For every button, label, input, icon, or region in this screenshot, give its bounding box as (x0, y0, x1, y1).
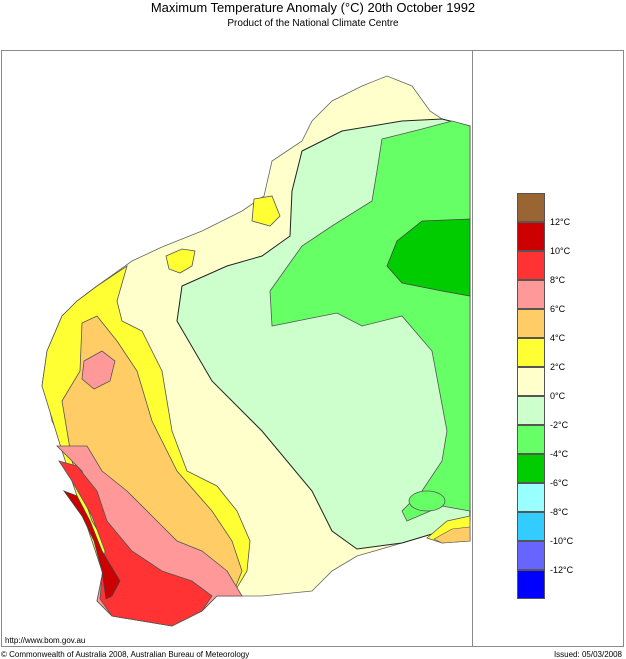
legend-swatch-m4-m2 (517, 425, 545, 454)
legend-swatch-above-12 (517, 193, 545, 222)
legend-label: -2°C (550, 420, 569, 430)
legend-swatch-m2-0 (517, 396, 545, 425)
chart-subtitle: Product of the National Climate Centre (227, 18, 399, 29)
legend-swatch-8-10 (517, 251, 545, 280)
legend-swatch-m8-m6 (517, 483, 545, 512)
legend-label: 4°C (550, 333, 566, 343)
legend-label: -4°C (550, 449, 569, 459)
legend-swatch-m10-m8 (517, 512, 545, 541)
legend-label: -6°C (550, 478, 569, 488)
legend-swatch-m6-m4 (517, 454, 545, 483)
legend-label: 2°C (550, 362, 566, 372)
legend-swatch-6-8 (517, 280, 545, 309)
legend-label: -10°C (550, 536, 574, 546)
legend-swatch-below-m12 (517, 570, 545, 599)
legend-label: 12°C (550, 217, 571, 227)
issued-date: Issued: 05/03/2008 (553, 650, 622, 659)
legend-label: -8°C (550, 507, 569, 517)
panel-divider (472, 50, 473, 647)
copyright-notice: © Commonwealth of Australia 2008, Austra… (1, 650, 250, 659)
website-link[interactable]: http://www.bom.gov.au (5, 636, 86, 645)
legend-swatch-2-4 (517, 338, 545, 367)
legend-label: -12°C (550, 565, 574, 575)
temperature-anomaly-map (41, 75, 471, 627)
legend-label: 10°C (550, 246, 571, 256)
legend-swatch-m12-m10 (517, 541, 545, 570)
legend-swatch-0-2 (517, 367, 545, 396)
legend-label: 8°C (550, 275, 566, 285)
map-frame (1, 50, 624, 647)
legend-swatch-4-6 (517, 309, 545, 338)
legend-swatch-10-12 (517, 222, 545, 251)
chart-title: Maximum Temperature Anomaly (°C) 20th Oc… (150, 0, 476, 15)
legend-label: 6°C (550, 304, 566, 314)
legend-label: 0°C (550, 391, 566, 401)
